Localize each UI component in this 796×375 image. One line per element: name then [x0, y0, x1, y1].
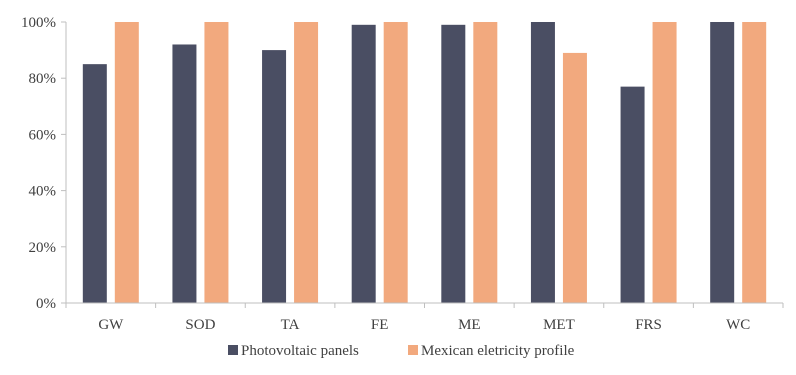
- bar-ta-series-1: [262, 50, 287, 303]
- bar-me-series-2: [473, 22, 498, 303]
- bar-sod-series-2: [204, 22, 229, 303]
- y-tick-label: 100%: [21, 15, 56, 31]
- bar-frs-series-2: [652, 22, 677, 303]
- x-tick-label: ME: [458, 317, 481, 333]
- x-tick-label: TA: [281, 317, 300, 333]
- x-tick-label: FE: [371, 317, 389, 333]
- bars: [82, 22, 767, 304]
- y-tick-label: 80%: [29, 71, 57, 87]
- x-tick-label: WC: [726, 317, 750, 333]
- bar-met-series-1: [530, 22, 555, 303]
- bar-gw-series-2: [114, 22, 139, 303]
- bar-sod-series-1: [172, 44, 197, 303]
- bar-fe-series-1: [351, 24, 376, 304]
- y-tick-label: 0%: [36, 296, 56, 312]
- y-tick-label: 20%: [29, 240, 57, 256]
- bar-met-series-2: [562, 52, 587, 303]
- legend-swatch-series-1: [228, 345, 238, 355]
- x-tick-label: FRS: [635, 317, 662, 333]
- bar-ta-series-2: [294, 22, 319, 303]
- x-tick-label: MET: [543, 317, 575, 333]
- bar-wc-series-1: [710, 22, 735, 303]
- legend-label-series-1: Photovoltaic panels: [241, 343, 359, 359]
- y-tick-label: 40%: [29, 184, 57, 200]
- bar-fe-series-2: [383, 22, 408, 303]
- legend-swatch-series-2: [408, 345, 418, 355]
- legend-label-series-2: Mexican eletricity profile: [421, 343, 575, 359]
- legend: Photovoltaic panels Mexican eletricity pr…: [228, 343, 575, 359]
- x-tick-label: SOD: [185, 317, 215, 333]
- x-axis: GW SOD TA FE ME MET FRS WC: [65, 302, 784, 333]
- bar-me-series-1: [441, 24, 466, 304]
- bar-frs-series-1: [620, 86, 645, 303]
- y-axis: 0% 20% 40% 60% 80% 100%: [21, 15, 67, 312]
- bar-wc-series-2: [742, 22, 767, 303]
- x-tick-label: GW: [98, 317, 124, 333]
- bar-gw-series-1: [82, 64, 107, 304]
- y-tick-label: 60%: [29, 127, 57, 143]
